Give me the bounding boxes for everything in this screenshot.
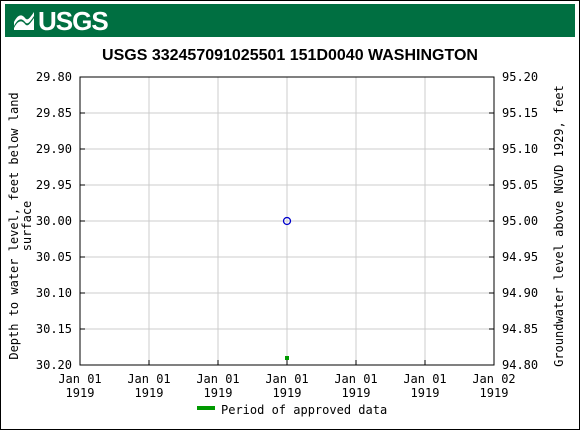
approved-data-mark: [285, 356, 289, 360]
x-tick-label-date: Jan 01: [334, 372, 377, 386]
usgs-logo-text: USGS: [38, 6, 109, 36]
y-tick-label-right: 94.90: [502, 286, 538, 300]
x-tick-label-year: 1919: [411, 386, 440, 400]
y-tick-label-left: 30.20: [36, 358, 72, 372]
x-tick-label-year: 1919: [273, 386, 302, 400]
y-axis-label-left-line2: surface: [20, 201, 34, 252]
y-axis-label-left-line1: Depth to water level, feet below land: [7, 92, 21, 359]
y-tick-label-left: 29.85: [36, 106, 72, 120]
x-tick-label-date: Jan 01: [127, 372, 170, 386]
legend-label: Period of approved data: [221, 403, 387, 417]
x-tick-label-date: Jan 01: [196, 372, 239, 386]
x-tick-label-year: 1919: [342, 386, 371, 400]
x-tick-label-year: 1919: [480, 386, 509, 400]
usgs-logo[interactable]: USGS: [13, 6, 109, 36]
x-tick-label-year: 1919: [66, 386, 95, 400]
y-tick-label-right: 94.85: [502, 322, 538, 336]
data-point: [282, 216, 292, 226]
y-axis-label-right: Groundwater level above NGVD 1929, feet: [552, 85, 566, 367]
y-tick-label-left: 30.00: [36, 214, 72, 228]
y-tick-label-left: 29.95: [36, 178, 72, 192]
x-tick-label-date: Jan 01: [403, 372, 446, 386]
x-tick-label-date: Jan 01: [265, 372, 308, 386]
y-tick-label-right: 94.80: [502, 358, 538, 372]
y-tick-label-left: 29.90: [36, 142, 72, 156]
x-tick-label-date: Jan 02: [472, 372, 515, 386]
legend-swatch: [197, 406, 215, 410]
usgs-wave-icon: [14, 12, 34, 30]
y-tick-label-left: 29.80: [36, 70, 72, 84]
y-ticks-left: 29.80 29.85 29.90 29.95 30.00 30.05 30.10 30.15…: [36, 70, 85, 372]
usgs-banner: USGS: [5, 4, 575, 37]
y-tick-label-left: 30.15: [36, 322, 72, 336]
y-tick-label-right: 94.95: [502, 250, 538, 264]
data-marks: [282, 216, 292, 360]
grid-lines: [80, 77, 494, 365]
y-tick-label-right: 95.15: [502, 106, 538, 120]
y-tick-label-left: 30.05: [36, 250, 72, 264]
chart-title: USGS 332457091025501 151D0040 WASHINGTON: [102, 47, 478, 64]
y-tick-label-left: 30.10: [36, 286, 72, 300]
y-tick-label-right: 95.05: [502, 178, 538, 192]
y-tick-label-right: 95.10: [502, 142, 538, 156]
x-tick-label-year: 1919: [204, 386, 233, 400]
y-tick-label-right: 95.00: [502, 214, 538, 228]
x-tick-label-date: Jan 01: [58, 372, 101, 386]
y-tick-label-right: 95.20: [502, 70, 538, 84]
y-ticks-right: 95.20 95.15 95.10 95.05 95.00 94.95 94.90 94.85…: [489, 70, 538, 372]
x-tick-label-year: 1919: [135, 386, 164, 400]
